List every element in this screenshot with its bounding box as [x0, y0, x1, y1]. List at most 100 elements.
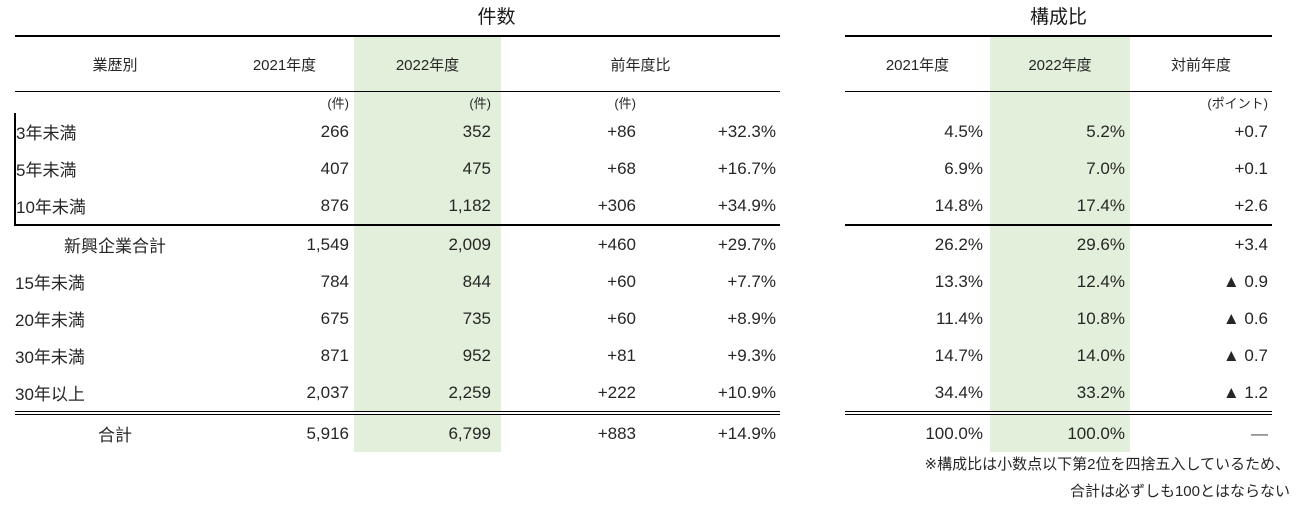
cell-2021: 2,037: [306, 382, 349, 402]
header-yoy: 対前年度: [1130, 36, 1272, 92]
row-label: 新興企業合計: [64, 237, 166, 256]
cell-2021: 26.2%: [934, 234, 983, 254]
table-row: 30年以上 2,037 2,259 +222 +10.9%: [15, 374, 780, 413]
cell-pct: +34.9%: [642, 187, 781, 226]
table-row: 5年未満 407 475 +68 +16.7%: [14, 150, 780, 187]
kouseihi-title: 構成比: [1029, 7, 1087, 28]
kensu-table: 業歴別 2021年度 2022年度 前年度比 (件) (件) (件) 3年未満 …: [14, 35, 781, 452]
row-label: 20年未満: [15, 311, 85, 330]
unit-point: (ポイント): [1207, 96, 1268, 111]
cell-yoy: ▲ 1.2: [1222, 382, 1268, 402]
cell-diff: +306: [501, 187, 642, 226]
table-row-total: 合計 5,916 6,799 +883 +14.9%: [15, 411, 781, 452]
cell-diff: +60: [607, 271, 636, 291]
cell-2022: 17.4%: [990, 187, 1130, 226]
cell-diff: +460: [597, 234, 636, 254]
cell-2021: 266: [320, 121, 349, 141]
row-label: 5年未満: [14, 150, 215, 187]
footnote-line-2: 合計は必ずしも100とはならない: [1069, 483, 1290, 500]
row-label: 30年未満: [15, 348, 85, 367]
cell-2021: 5,916: [215, 411, 354, 452]
cell-yoy: +2.6: [1130, 187, 1272, 226]
table-row: 10年未満 876 1,182 +306 +34.9%: [14, 187, 781, 226]
footnote-line-1: ※構成比は小数点以下第2位を四捨五入しているため、: [924, 456, 1290, 473]
cell-2021: 871: [320, 345, 349, 365]
cell-2022: 475: [354, 150, 501, 187]
table-row: 14.7% 14.0% ▲ 0.7: [845, 337, 1272, 374]
cell-2022: 33.2%: [990, 374, 1130, 413]
table-row: 3年未満 266 352 +86 +32.3%: [14, 113, 780, 150]
cell-diff: +86: [607, 121, 636, 141]
cell-2022: 352: [354, 113, 501, 150]
table-row: 34.4% 33.2% ▲ 1.2: [845, 374, 1272, 413]
cell-2021: 100.0%: [845, 411, 990, 452]
cell-2022: 6,799: [354, 411, 501, 452]
header-2021: 2021年度: [215, 36, 354, 92]
cell-pct: +29.7%: [717, 234, 777, 254]
cell-2021: 675: [320, 308, 349, 328]
cell-2021: 13.3%: [934, 271, 983, 291]
cell-2022: 29.6%: [990, 225, 1130, 263]
cell-diff: +81: [607, 345, 636, 365]
cell-yoy: +0.7: [1234, 121, 1268, 141]
cell-2022: 100.0%: [990, 411, 1130, 452]
table-row: 14.8% 17.4% +2.6: [845, 187, 1272, 226]
cell-2022: 2,259: [354, 374, 501, 413]
cell-pct: +14.9%: [642, 411, 781, 452]
cell-2022: 2,009: [354, 225, 501, 263]
kensu-units-row: (件) (件) (件): [15, 91, 780, 113]
cell-2022: 7.0%: [990, 150, 1130, 187]
cell-diff: +68: [607, 158, 636, 178]
cell-yoy: ▲ 0.9: [1222, 271, 1268, 291]
cell-2022: 735: [354, 300, 501, 337]
table-row-subtotal: 26.2% 29.6% +3.4: [845, 225, 1272, 263]
table-row-subtotal: 新興企業合計 1,549 2,009 +460 +29.7%: [15, 225, 780, 263]
unit-diff: (件): [614, 96, 636, 111]
row-label: 15年未満: [15, 274, 85, 293]
cell-2022: 952: [354, 337, 501, 374]
cell-2022: 5.2%: [990, 113, 1130, 150]
header-yoy: 前年度比: [501, 36, 781, 92]
header-2021: 2021年度: [845, 36, 990, 92]
footnote: ※構成比は小数点以下第2位を四捨五入しているため、 合計は必ずしも100とはなら…: [800, 451, 1290, 505]
header-gyoreki: 業歴別: [15, 36, 215, 92]
table-row: 13.3% 12.4% ▲ 0.9: [845, 263, 1272, 300]
header-2022: 2022年度: [990, 36, 1130, 92]
header-2022: 2022年度: [354, 36, 501, 92]
cell-yoy: +0.1: [1234, 158, 1268, 178]
cell-2021: 4.5%: [944, 121, 983, 141]
cell-2021: 1,549: [306, 234, 349, 254]
table-row: 30年未満 871 952 +81 +9.3%: [15, 337, 780, 374]
cell-diff: +883: [501, 411, 642, 452]
cell-pct: +9.3%: [727, 345, 777, 365]
row-label: 3年未満: [14, 113, 215, 150]
cell-2021: 34.4%: [934, 382, 983, 402]
cell-2021: 11.4%: [936, 308, 983, 328]
cell-diff: +60: [607, 308, 636, 328]
cell-2021: 14.7%: [934, 345, 983, 365]
table-row: 11.4% 10.8% ▲ 0.6: [845, 300, 1272, 337]
cell-2022: 1,182: [354, 187, 501, 226]
table-row: 4.5% 5.2% +0.7: [845, 113, 1272, 150]
cell-yoy: +3.4: [1234, 234, 1268, 254]
table-row: 6.9% 7.0% +0.1: [845, 150, 1272, 187]
cell-2021: 784: [320, 271, 349, 291]
cell-2022: 12.4%: [990, 263, 1130, 300]
cell-2021: 876: [215, 187, 354, 226]
table-row: 15年未満 784 844 +60 +7.7%: [15, 263, 780, 300]
unit-2021: (件): [327, 96, 349, 111]
row-label: 30年以上: [15, 385, 85, 404]
kouseihi-units-row: (ポイント): [845, 91, 1272, 113]
cell-2021: 407: [320, 158, 349, 178]
cell-2022: 844: [354, 263, 501, 300]
table-row-total: 100.0% 100.0% —: [845, 411, 1272, 452]
kouseihi-table: 2021年度 2022年度 対前年度 (ポイント) 4.5% 5.2% +0.7…: [845, 35, 1272, 452]
cell-2021: 14.8%: [845, 187, 990, 226]
cell-pct: +32.3%: [717, 121, 777, 141]
table-row: 20年未満 675 735 +60 +8.9%: [15, 300, 780, 337]
cell-pct: +7.7%: [727, 271, 777, 291]
cell-pct: +16.7%: [717, 158, 777, 178]
kensu-header-row: 業歴別 2021年度 2022年度 前年度比: [15, 36, 781, 92]
cell-diff: +222: [597, 382, 636, 402]
